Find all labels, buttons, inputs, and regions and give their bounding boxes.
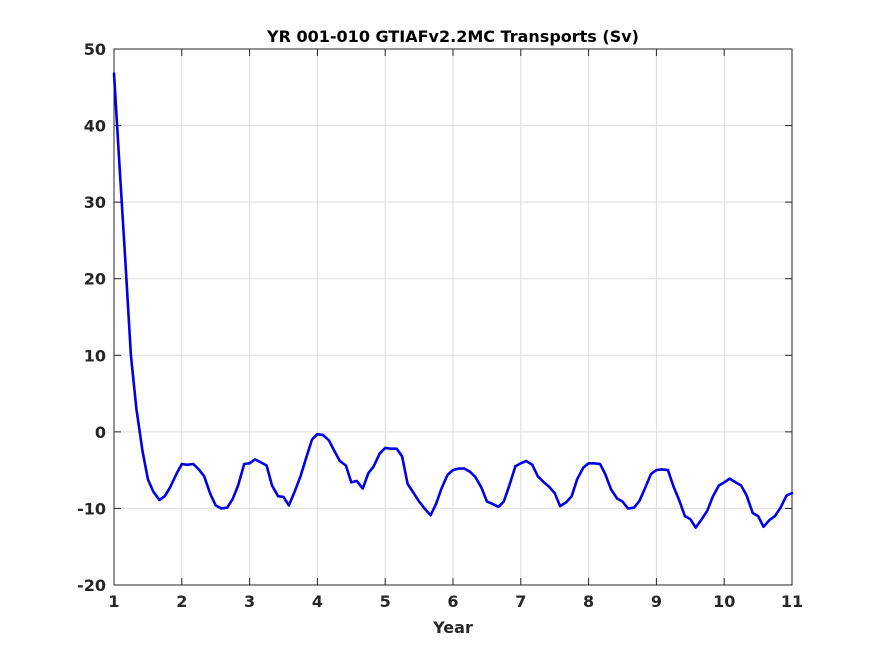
y-tick-label: -20 [77, 576, 106, 595]
grid [114, 49, 792, 585]
x-tick-label: 2 [176, 592, 187, 611]
y-tick-labels: -20 -10 0 10 20 30 40 50 [77, 40, 106, 595]
x-tick-label: 7 [515, 592, 526, 611]
x-tick-label: 3 [244, 592, 255, 611]
y-tick-label: 50 [84, 40, 106, 59]
y-tick-label: 30 [84, 193, 106, 212]
x-tick-label: 4 [312, 592, 323, 611]
x-tick-label: 9 [651, 592, 662, 611]
x-axis-label: Year [432, 618, 473, 637]
y-tick-label: 40 [84, 117, 106, 136]
y-tick-label: 20 [84, 270, 106, 289]
series-layer [112, 72, 794, 529]
x-tick-label: 10 [713, 592, 735, 611]
x-tick-labels: 1 2 3 4 5 6 7 8 9 10 11 [108, 592, 803, 611]
series-line [112, 72, 794, 529]
y-tick-label: 10 [84, 346, 106, 365]
ticks [113, 48, 793, 586]
x-tick-label: 6 [447, 592, 458, 611]
y-tick-label: 0 [95, 423, 106, 442]
x-tick-label: 5 [380, 592, 391, 611]
x-tick-label: 8 [583, 592, 594, 611]
y-tick-label: -10 [77, 499, 106, 518]
chart-title: YR 001-010 GTIAFv2.2MC Transports (Sv) [266, 27, 639, 46]
x-tick-label: 1 [108, 592, 119, 611]
x-tick-label: 11 [781, 592, 803, 611]
